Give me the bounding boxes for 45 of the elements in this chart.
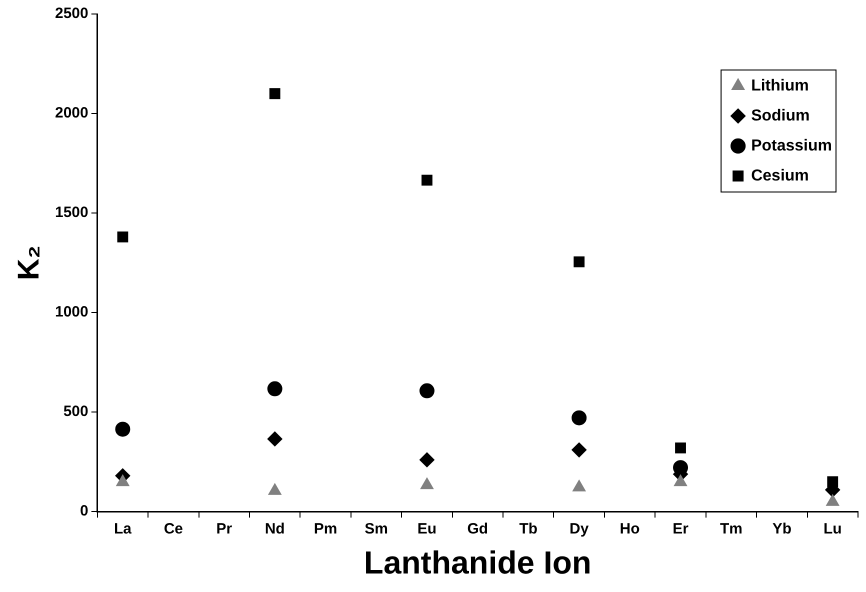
point	[419, 383, 434, 398]
x-tick-label: Tb	[519, 520, 538, 538]
point	[115, 422, 130, 437]
point	[268, 483, 282, 495]
point	[420, 478, 434, 490]
x-tick-label: La	[114, 520, 132, 538]
y-tick-label: 2000	[54, 104, 88, 122]
legend-label: Cesium	[751, 167, 809, 184]
point	[574, 256, 585, 268]
x-tick-label: Eu	[417, 520, 437, 538]
point	[826, 494, 840, 506]
x-tick-label: Sm	[364, 520, 388, 538]
point	[422, 174, 432, 186]
legend-label: Lithium	[751, 77, 809, 94]
x-tick-label: Ce	[164, 520, 184, 538]
legend-label: Sodium	[751, 107, 810, 124]
point	[419, 452, 434, 468]
x-tick-label: Pr	[216, 520, 232, 538]
x-tick-label: Gd	[467, 520, 488, 538]
point	[267, 381, 282, 396]
point	[269, 88, 280, 100]
legend-label: Potassium	[751, 137, 832, 154]
x-tick-label: Ho	[620, 520, 640, 538]
x-tick-label: Dy	[570, 520, 590, 538]
y-tick-label: 0	[80, 502, 88, 520]
point	[675, 442, 686, 454]
point	[117, 231, 128, 242]
y-axis-title: K₂	[12, 245, 46, 280]
x-axis-title: Lanthanide Ion	[364, 544, 592, 581]
point	[572, 480, 586, 492]
y-tick-label: 2500	[54, 5, 88, 22]
point	[674, 474, 688, 486]
y-tick-label: 1000	[54, 304, 88, 321]
x-tick-label: Tm	[720, 520, 742, 538]
x-tick-label: Lu	[823, 520, 842, 538]
point	[116, 474, 130, 486]
point	[267, 431, 282, 446]
y-tick-label: 500	[63, 403, 88, 420]
y-tick-label: 1500	[54, 204, 88, 222]
x-tick-label: Er	[672, 520, 689, 538]
point	[572, 410, 587, 426]
point	[572, 442, 587, 458]
x-tick-label: Nd	[264, 520, 285, 538]
x-tick-label: Yb	[772, 520, 792, 538]
x-tick-label: Pm	[314, 520, 338, 538]
